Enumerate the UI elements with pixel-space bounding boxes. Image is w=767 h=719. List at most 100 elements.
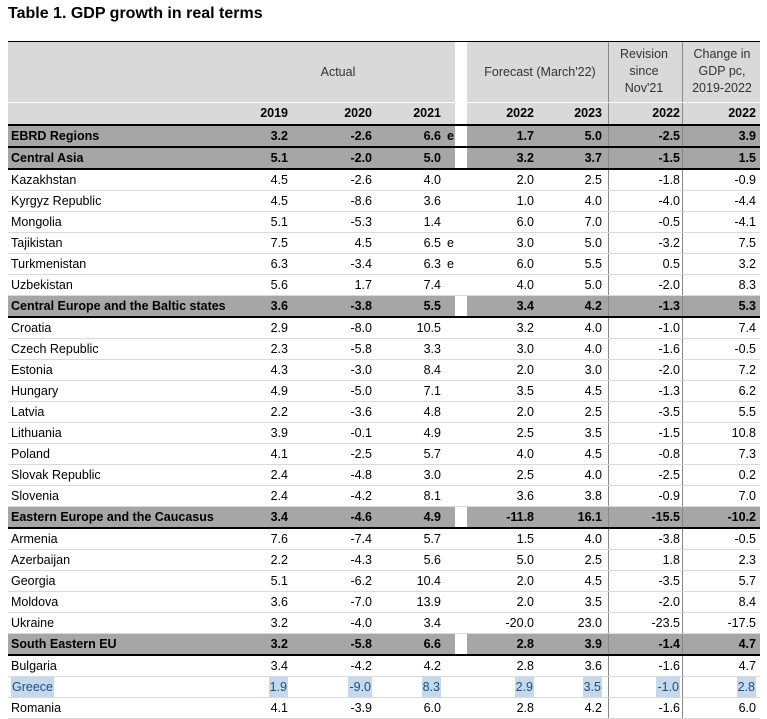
gdp-growth-table: Actual Forecast (March'22) Revision sinc… bbox=[8, 41, 760, 719]
column-separator bbox=[608, 402, 609, 422]
table-row: Turkmenistan 6.3 -3.4 6.3 6.0 5.5 0.5 3.2 e bbox=[8, 254, 760, 275]
column-separator bbox=[608, 339, 609, 359]
cell-value: 8.4 bbox=[423, 363, 441, 377]
cell-value: 4.7 bbox=[738, 637, 756, 651]
cell-value: 2.4 bbox=[270, 468, 288, 482]
row-label: Poland bbox=[11, 447, 50, 461]
estimate-mark: e bbox=[447, 257, 454, 271]
cell-value: -0.9 bbox=[734, 173, 756, 187]
cell-value: 4.5 bbox=[270, 173, 288, 187]
column-gap bbox=[455, 170, 467, 190]
cell-value: 1.8 bbox=[662, 553, 680, 567]
column-separator bbox=[682, 592, 683, 612]
cell-value: 7.5 bbox=[738, 236, 756, 250]
cell-value: 3.6 bbox=[270, 595, 288, 609]
column-separator bbox=[608, 529, 609, 549]
cell-value: -7.4 bbox=[350, 532, 372, 546]
row-label: Bulgaria bbox=[11, 659, 57, 673]
cell-value: 4.5 bbox=[584, 447, 602, 461]
cell-value: -10.2 bbox=[727, 510, 757, 524]
row-label: Kyrgyz Republic bbox=[11, 194, 102, 208]
cell-value: -6.2 bbox=[350, 574, 372, 588]
column-separator bbox=[682, 318, 683, 338]
column-separator bbox=[608, 126, 609, 146]
cell-value: 3.7 bbox=[584, 151, 602, 165]
cell-value: -11.8 bbox=[506, 510, 534, 524]
cell-value: 3.5 bbox=[516, 384, 534, 398]
cell-value: 3.4 bbox=[516, 299, 534, 313]
cell-value: 2.2 bbox=[270, 405, 288, 419]
cell-value: 5.7 bbox=[423, 532, 441, 546]
cell-value: 0.2 bbox=[738, 468, 756, 482]
row-label: Estonia bbox=[11, 363, 53, 377]
cell-value: 2.8 bbox=[516, 637, 534, 651]
cell-value: -4.8 bbox=[350, 468, 372, 482]
cell-value: 3.5 bbox=[582, 677, 602, 697]
column-gap bbox=[455, 126, 467, 146]
cell-value: 4.5 bbox=[584, 574, 602, 588]
column-separator bbox=[608, 486, 609, 506]
cell-value: 2.5 bbox=[516, 468, 534, 482]
column-gap bbox=[455, 339, 467, 359]
cell-value: 3.9 bbox=[270, 426, 288, 440]
cell-value: -2.6 bbox=[350, 173, 372, 187]
table-title: Table 1. GDP growth in real terms bbox=[8, 5, 263, 22]
cell-value: -0.5 bbox=[734, 532, 756, 546]
row-label: Central Asia bbox=[11, 151, 84, 165]
cell-value: 10.8 bbox=[731, 426, 756, 440]
column-gap bbox=[455, 191, 467, 211]
column-separator bbox=[608, 254, 609, 274]
cell-value: 3.5 bbox=[584, 595, 602, 609]
column-separator bbox=[682, 550, 683, 570]
column-separator bbox=[682, 254, 683, 274]
year-header-5: 2022 bbox=[652, 106, 680, 120]
table-row: Moldova 3.6 -7.0 13.9 2.0 3.5 -2.0 8.4 bbox=[8, 592, 760, 613]
cell-value: 8.3 bbox=[738, 278, 756, 292]
cell-value: 2.8 bbox=[516, 659, 534, 673]
row-label: Central Europe and the Baltic states bbox=[11, 299, 226, 313]
column-gap bbox=[455, 529, 467, 549]
row-label: Latvia bbox=[11, 405, 45, 419]
cell-value: 5.5 bbox=[584, 257, 602, 271]
cell-value: -2.0 bbox=[658, 595, 680, 609]
header-change: Change in GDP pc, 2019-2022 bbox=[692, 47, 752, 95]
cell-value: 5.1 bbox=[270, 151, 288, 165]
header-gap bbox=[455, 42, 467, 102]
column-gap bbox=[455, 634, 467, 654]
cell-value: 3.2 bbox=[270, 129, 288, 143]
cell-value: 4.2 bbox=[423, 659, 441, 673]
column-separator bbox=[682, 571, 683, 591]
cell-value: 3.8 bbox=[584, 489, 602, 503]
cell-value: 8.4 bbox=[738, 595, 756, 609]
cell-value: 5.0 bbox=[516, 553, 534, 567]
cell-value: 6.0 bbox=[738, 701, 756, 715]
table-row: Slovenia 2.4 -4.2 8.1 3.6 3.8 -0.9 7.0 bbox=[8, 486, 760, 507]
column-separator bbox=[682, 191, 683, 211]
cell-value: 7.2 bbox=[738, 363, 756, 377]
header-actual: Actual bbox=[320, 65, 356, 79]
column-separator bbox=[608, 465, 609, 485]
subheader-gap bbox=[455, 103, 467, 124]
cell-value: 4.0 bbox=[584, 194, 602, 208]
column-separator bbox=[682, 296, 683, 316]
cell-value: 5.3 bbox=[738, 299, 756, 313]
cell-value: 2.9 bbox=[270, 321, 288, 335]
header-revision: Revision since Nov'21 bbox=[620, 47, 668, 95]
cell-value: 23.0 bbox=[577, 616, 602, 630]
cell-value: -3.4 bbox=[350, 257, 372, 271]
cell-value: 6.3 bbox=[270, 257, 288, 271]
year-header-6: 2022 bbox=[728, 106, 756, 120]
cell-value: -4.0 bbox=[350, 616, 372, 630]
cell-value: 4.9 bbox=[270, 384, 288, 398]
year-header-row: 2019 2020 2021 2022 2023 2022 2022 bbox=[8, 102, 760, 126]
cell-value: 4.1 bbox=[270, 701, 288, 715]
cell-value: 3.3 bbox=[423, 342, 441, 356]
cell-value: 4.5 bbox=[354, 236, 372, 250]
column-separator bbox=[608, 571, 609, 591]
cell-value: -5.3 bbox=[350, 215, 372, 229]
cell-value: 4.0 bbox=[584, 321, 602, 335]
cell-value: 3.2 bbox=[516, 321, 534, 335]
cell-value: 2.5 bbox=[584, 405, 602, 419]
cell-value: -23.5 bbox=[651, 616, 681, 630]
row-label: Turkmenistan bbox=[11, 257, 87, 271]
